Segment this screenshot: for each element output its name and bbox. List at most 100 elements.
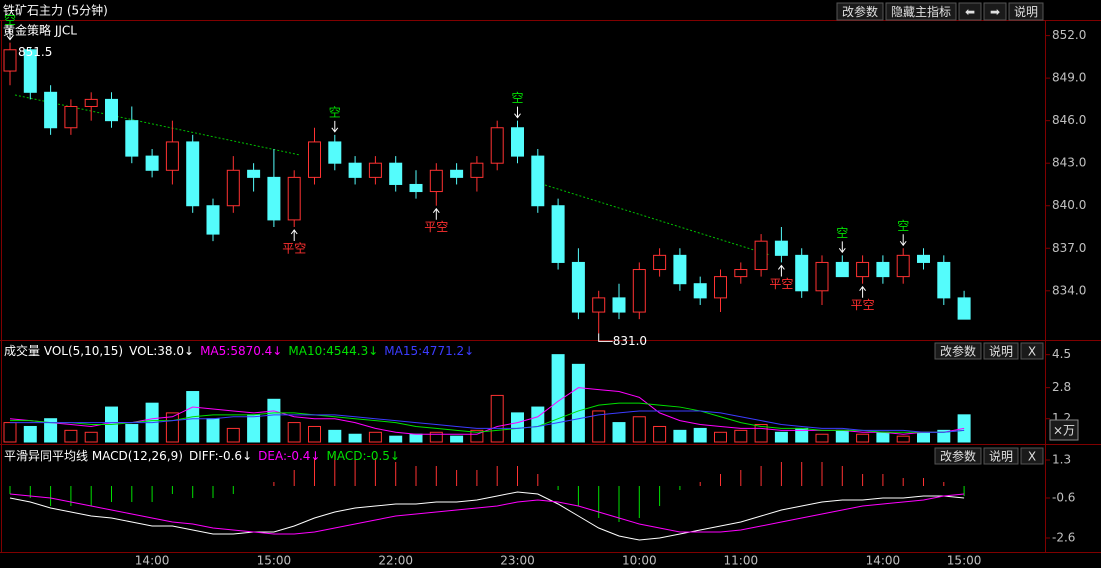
candle-body	[64, 105, 78, 129]
y-tick-label: 1.3	[1052, 453, 1071, 467]
candle-body	[328, 141, 342, 164]
button-frame[interactable]	[958, 2, 982, 21]
volume-bar	[308, 425, 321, 443]
unit-button[interactable]: ×万	[1049, 419, 1079, 441]
panel-header: 成交量 VOL(5,10,15) VOL:38.0↓ MA5:5870.4↓ MA10…	[4, 343, 474, 358]
button-label[interactable]: 改参数	[940, 449, 976, 464]
button-frame[interactable]	[1049, 419, 1079, 441]
button-label[interactable]: 说明	[989, 344, 1013, 359]
button[interactable]: X	[1020, 447, 1044, 465]
candle-body	[653, 254, 667, 271]
button-label[interactable]: ×万	[1053, 424, 1075, 438]
button-label[interactable]: 改参数	[842, 4, 878, 19]
candle-body	[795, 254, 809, 292]
candle-body	[165, 141, 179, 171]
button[interactable]: ⬅	[958, 2, 982, 21]
button[interactable]: 隐藏主指标	[885, 2, 957, 21]
short-signal: 空	[329, 105, 341, 119]
button[interactable]: 说明	[1008, 2, 1044, 21]
volume-bar	[287, 422, 301, 443]
max-price-label: 851.5	[18, 45, 52, 59]
candle-body	[937, 261, 951, 299]
short-signal: 空	[4, 13, 16, 27]
button-label[interactable]: 隐藏主指标	[891, 4, 951, 19]
candle-body	[348, 162, 362, 178]
volume-bar	[856, 433, 870, 443]
y-tick-label: 852.0	[1052, 28, 1086, 42]
cover-signal: 平空	[424, 220, 448, 234]
candle-body	[247, 169, 261, 178]
candle-body	[429, 169, 443, 193]
button[interactable]: 改参数	[934, 342, 982, 360]
candle-body	[206, 205, 220, 235]
candle-body	[84, 98, 98, 107]
volume-bar	[815, 433, 829, 443]
volume-bar	[673, 429, 687, 443]
volume-bar	[206, 418, 220, 443]
button-label[interactable]: 说明	[989, 449, 1013, 464]
min-marker	[598, 333, 613, 342]
button-label[interactable]: X	[1028, 345, 1036, 359]
volume-bar	[247, 414, 261, 443]
button-label[interactable]: ⬅	[965, 5, 975, 19]
button-label[interactable]: 说明	[1014, 4, 1038, 19]
button-frame[interactable]	[983, 2, 1007, 21]
macd-line	[9, 493, 965, 535]
button[interactable]: 改参数	[836, 2, 884, 21]
button-label[interactable]: X	[1028, 450, 1036, 464]
button[interactable]: 说明	[983, 342, 1019, 360]
candle-body	[774, 240, 788, 256]
candle-body	[511, 127, 524, 157]
button-label[interactable]: ➡	[990, 5, 1000, 19]
candle-body	[714, 276, 727, 299]
button[interactable]: 改参数	[934, 447, 982, 465]
volume-bar	[226, 427, 240, 443]
button-frame[interactable]	[934, 342, 982, 360]
button-frame[interactable]	[885, 2, 957, 21]
volume-bar	[125, 424, 139, 443]
volume-bar	[632, 416, 646, 443]
volume-ma-line	[10, 410, 965, 433]
volume-bar	[876, 431, 890, 443]
button-label[interactable]: 改参数	[940, 344, 976, 359]
y-tick-label: 837.0	[1052, 241, 1086, 255]
x-tick-label: 14:00	[866, 554, 901, 568]
signal-arrow	[514, 106, 521, 119]
candle-body	[876, 261, 890, 278]
legend-entry: MACD:-0.5↓	[326, 449, 399, 463]
candle-body	[186, 141, 200, 207]
button-frame[interactable]	[1020, 342, 1044, 360]
candle-body	[673, 254, 687, 285]
button-frame[interactable]	[1020, 447, 1044, 465]
candle-body	[44, 91, 58, 129]
signal-arrow	[778, 264, 785, 277]
volume-bar	[896, 435, 910, 443]
button-frame[interactable]	[983, 447, 1019, 465]
button-frame[interactable]	[983, 342, 1019, 360]
volume-bar	[328, 429, 342, 443]
volume-bar	[835, 429, 849, 443]
button-frame[interactable]	[836, 2, 884, 21]
signal-arrow	[432, 207, 440, 220]
button[interactable]: X	[1020, 342, 1044, 360]
y-tick-label: 840.0	[1052, 198, 1086, 212]
button-frame[interactable]	[1008, 2, 1044, 21]
volume-bar	[3, 422, 17, 443]
legend-entry: VOL:38.0↓	[129, 344, 194, 358]
x-tick-label: 10:00	[622, 554, 657, 568]
signal-arrow	[899, 234, 907, 247]
button[interactable]: ➡	[983, 2, 1007, 21]
cover-signal: 平空	[769, 277, 793, 291]
x-tick-label: 22:00	[378, 554, 413, 568]
button[interactable]: 说明	[983, 447, 1019, 465]
candle-body	[23, 49, 37, 93]
x-tick-label: 15:00	[257, 554, 292, 568]
volume-bar	[734, 429, 748, 443]
x-tick-label: 11:00	[724, 554, 759, 568]
button-frame[interactable]	[934, 447, 982, 465]
y-tick-label: 843.0	[1052, 156, 1086, 170]
legend-entry: DIFF:-0.6↓	[189, 449, 252, 463]
volume-bar	[714, 431, 727, 443]
volume-ma-line	[9, 387, 965, 435]
